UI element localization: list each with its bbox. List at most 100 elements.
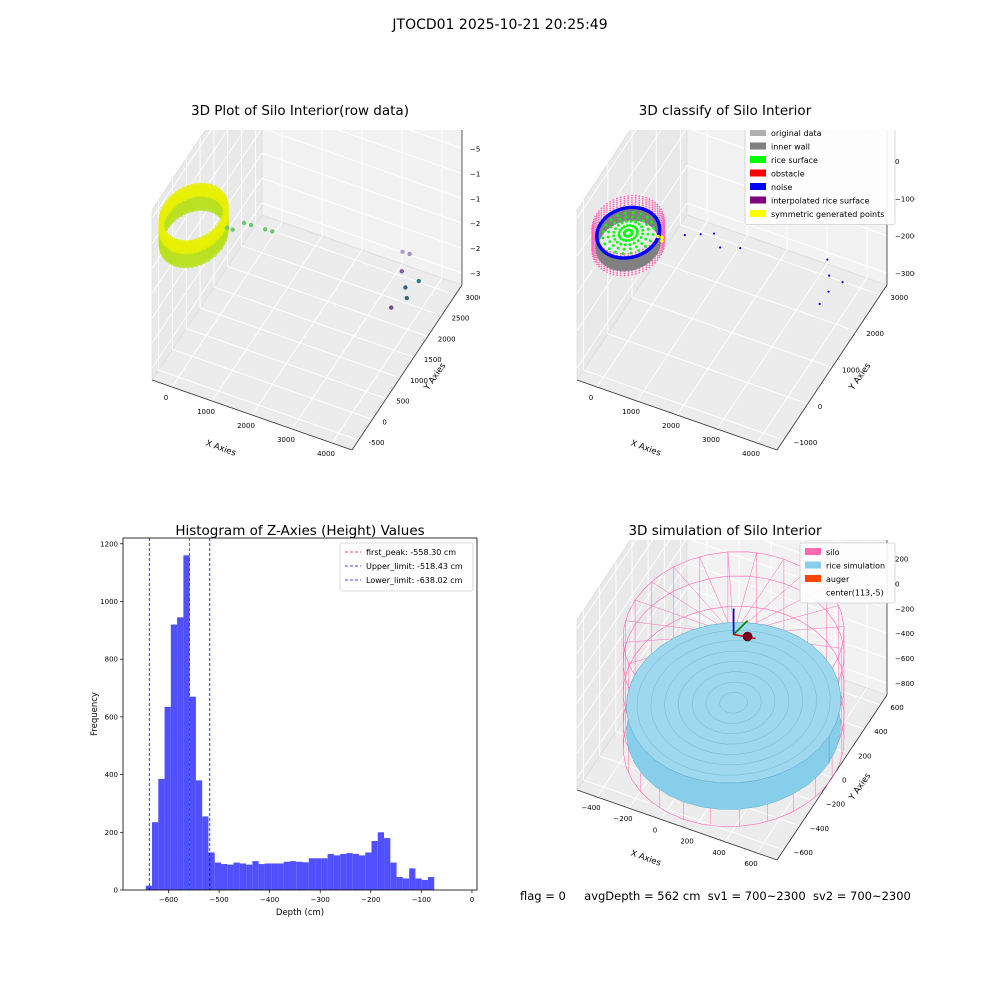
cls-silo-outline-point (616, 252, 619, 255)
histogram-bar (152, 822, 159, 890)
cls-rice-surface-point (652, 226, 655, 230)
sim-ytick-label: −200 (826, 801, 845, 809)
cls-silo-outline-point (594, 256, 597, 259)
cls-silo-outline-point (651, 262, 654, 264)
cls-rice-surface-point (609, 225, 613, 229)
raw-ytick-label: 2000 (438, 335, 456, 343)
raw-near-point (241, 220, 247, 226)
cls-silo-outline-point (600, 216, 603, 218)
cls-silo-outline-point (619, 200, 622, 203)
histogram-ytick-label: 0 (114, 887, 118, 895)
cls-silo-outline-point (598, 218, 600, 221)
cls-silo-outline-point (654, 208, 656, 210)
raw-xtick-label: 0 (164, 394, 168, 402)
cls-silo-outline-point (600, 267, 603, 270)
cls-symmetric-point (660, 239, 664, 243)
cls-silo-outline-point (641, 200, 644, 203)
cls-xlabel: X Axies (629, 439, 662, 459)
cls-silo-outline-point (660, 217, 663, 219)
histogram-bar (409, 868, 416, 890)
cls-silo-outline-point (594, 222, 597, 225)
raw-ytick-label: 1000 (410, 377, 428, 385)
cls-rice-surface-point (624, 239, 628, 242)
histogram-xtick-label: −300 (311, 896, 330, 904)
cls-silo-outline-point (594, 215, 597, 218)
raw-far-point (389, 305, 394, 310)
cls-ytick-label: 0 (818, 403, 822, 411)
cls-silo-outline-point (619, 274, 622, 277)
cls-silo-outline-point (656, 259, 659, 262)
cls-silo-outline-point (656, 205, 659, 208)
cls-silo-outline-point (627, 203, 630, 206)
cls-silo-outline-point (612, 199, 615, 201)
cls-silo-outline-point (603, 267, 606, 270)
cls-silo-outline-point (616, 206, 618, 209)
raw-far-point (416, 278, 422, 284)
cls-silo-outline-point (606, 249, 608, 252)
raw-zgrid (151, 202, 463, 369)
cls-silo-outline-point (663, 216, 666, 219)
cls-silo-outline-point (623, 204, 626, 207)
cls-silo-outline-point (661, 244, 664, 246)
cls-rice-surface-point (632, 211, 635, 214)
sim-ztick-label: −200 (895, 605, 914, 613)
cls-silo-outline-point (661, 228, 664, 231)
cls-silo-outline-point (592, 253, 595, 256)
cls-rice-surface-point (641, 232, 645, 236)
cls-rice-surface-point (629, 219, 633, 223)
raw-ytick-label: 3000 (465, 294, 480, 302)
simulation-legend: silo rice simulation auger center(113,-5) (799, 542, 896, 604)
cls-silo-outline-point (661, 248, 664, 251)
cls-silo-outline-point (592, 251, 595, 254)
cls-silo-outline-point (609, 250, 612, 253)
cls-rice-surface-point (621, 252, 625, 255)
cls-silo-outline-point (641, 195, 644, 198)
cls-silo-outline-point (623, 195, 626, 198)
raw-ring-point (185, 239, 191, 246)
cls-silo-outline-point (631, 201, 633, 204)
cls-silo-outline-point (656, 257, 659, 259)
cls-rice-surface-point (613, 237, 617, 241)
cls-silo-outline-point (596, 261, 598, 264)
cls-zgrid (576, 130, 637, 219)
cls-silo-outline-point (645, 266, 648, 269)
cls-silo-outline-point (591, 227, 593, 230)
cls-rice-surface-point (643, 244, 647, 248)
cls-noise-point (699, 233, 702, 236)
raw-xgrid (291, 130, 403, 430)
cls-silo-outline-point (598, 265, 600, 268)
cls-silo-outline-point (603, 209, 605, 212)
cls-rice-surface-point (613, 221, 617, 225)
sim-xtick-label: −200 (613, 815, 632, 823)
cls-rice-surface-point (640, 242, 644, 245)
cls-silo-outline-point (642, 270, 644, 273)
panel-title-raw: 3D Plot of Silo Interior(row data) (191, 103, 409, 119)
cls-silo-outline-point (600, 265, 603, 268)
cls-silo-outline-point (603, 207, 605, 210)
raw-ring-point (177, 239, 184, 245)
cls-rice-surface-point (617, 233, 621, 237)
raw-near-point (263, 227, 268, 232)
cls-ygrid (679, 130, 881, 296)
cls-silo-outline-point (638, 201, 641, 204)
cls-silo-outline-point (651, 201, 654, 204)
cls-silo-outline-point (623, 199, 626, 202)
cls-silo-outline-point (595, 215, 598, 217)
cls-silo-outline-point (627, 252, 630, 255)
cls-silo-outline-point (627, 197, 630, 199)
cls-silo-outline-point (603, 211, 605, 214)
cls-silo-outline-point (651, 204, 654, 206)
histogram-bar (258, 864, 265, 890)
cls-silo-outline-point (651, 208, 654, 211)
cls-silo-outline-point (592, 233, 594, 236)
sim-legend-swatch (805, 561, 821, 569)
cls-silo-outline-point (658, 205, 661, 208)
cls-rice-surface-point (624, 211, 627, 215)
cls-silo-outline-point (658, 212, 661, 215)
histogram-bar (170, 624, 178, 890)
cls-rice-surface-point (646, 227, 650, 231)
cls-silo-outline-point (648, 206, 651, 209)
cls-silo-outline-point (638, 203, 641, 206)
cls-silo-outline-point (634, 196, 637, 199)
cls-ytick-label: 1000 (842, 367, 860, 375)
